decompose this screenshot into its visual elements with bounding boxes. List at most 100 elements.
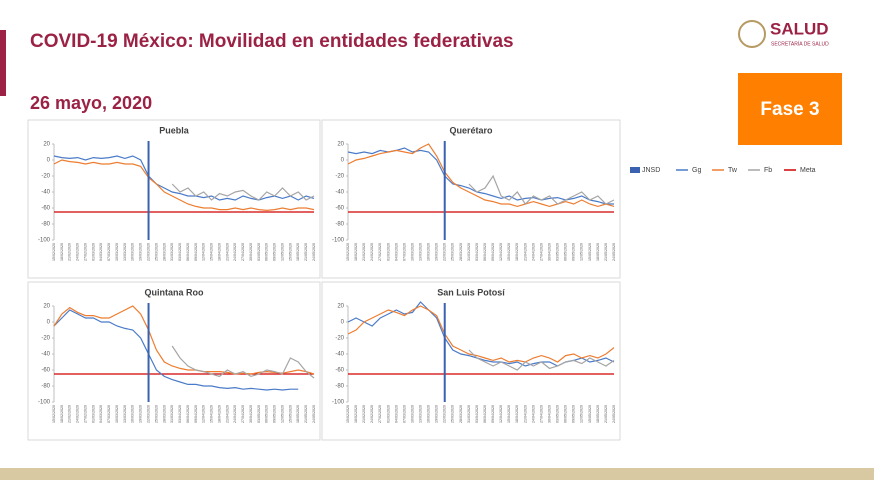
x-tick-label: 07/03/2020	[107, 243, 111, 261]
x-tick-label: 04/03/2020	[394, 243, 398, 261]
x-tick-label: 22/03/2020	[443, 405, 447, 423]
y-tick-label: 20	[43, 304, 50, 310]
x-tick-label: 06/04/2020	[483, 243, 487, 261]
x-tick-label: 09/04/2020	[194, 243, 198, 261]
x-tick-label: 18/02/2020	[60, 243, 64, 261]
x-tick-label: 27/04/2020	[241, 405, 245, 423]
x-tick-label: 03/04/2020	[475, 405, 479, 423]
y-tick-label: 20	[337, 304, 344, 310]
y-tick-label: -40	[41, 352, 50, 358]
x-tick-label: 21/05/2020	[604, 243, 608, 261]
chart-title: San Luis Potosí	[437, 287, 505, 297]
x-tick-label: 27/04/2020	[241, 243, 245, 261]
x-tick-label: 03/04/2020	[475, 243, 479, 261]
x-tick-label: 19/03/2020	[435, 243, 439, 261]
x-tick-label: 16/03/2020	[131, 243, 135, 261]
y-tick-label: -60	[41, 206, 50, 212]
series-line	[171, 345, 315, 379]
x-tick-label: 13/03/2020	[123, 243, 127, 261]
y-tick-label: -40	[335, 352, 344, 358]
x-tick-label: 21/05/2020	[304, 243, 308, 261]
x-tick-label: 04/03/2020	[99, 405, 103, 423]
x-tick-label: 03/04/2020	[178, 405, 182, 423]
x-tick-label: 15/05/2020	[588, 405, 592, 423]
x-tick-label: 12/05/2020	[580, 243, 584, 261]
y-tick-label: -20	[335, 174, 344, 180]
y-tick-label: -100	[38, 238, 51, 244]
x-tick-label: 24/05/2020	[612, 243, 616, 261]
x-tick-label: 04/03/2020	[99, 243, 103, 261]
x-tick-label: 12/04/2020	[202, 405, 206, 423]
x-tick-label: 09/05/2020	[572, 243, 576, 261]
x-tick-label: 04/03/2020	[394, 405, 398, 423]
y-tick-label: -20	[41, 174, 50, 180]
x-tick-label: 03/05/2020	[257, 243, 261, 261]
y-tick-label: 20	[337, 142, 344, 148]
legend-label: Meta	[800, 167, 816, 174]
x-tick-label: 31/03/2020	[467, 405, 471, 423]
x-tick-label: 15/02/2020	[346, 405, 350, 423]
phase-label: Fase 3	[760, 99, 819, 120]
x-tick-label: 27/02/2020	[378, 405, 382, 423]
x-tick-label: 09/05/2020	[273, 405, 277, 423]
series-line	[347, 143, 615, 208]
x-tick-label: 15/04/2020	[210, 243, 214, 261]
x-tick-label: 18/04/2020	[515, 243, 519, 261]
x-tick-label: 01/03/2020	[386, 243, 390, 261]
y-tick-label: -20	[41, 336, 50, 342]
legend-swatch	[630, 167, 640, 173]
x-tick-label: 01/03/2020	[91, 405, 95, 423]
x-tick-label: 06/04/2020	[186, 243, 190, 261]
x-tick-label: 31/03/2020	[170, 405, 174, 423]
series-line	[53, 159, 315, 212]
x-tick-label: 12/04/2020	[499, 243, 503, 261]
y-tick-label: -60	[41, 368, 50, 374]
y-tick-label: -40	[335, 190, 344, 196]
x-tick-label: 01/03/2020	[386, 405, 390, 423]
x-tick-label: 15/04/2020	[210, 405, 214, 423]
x-tick-label: 15/05/2020	[288, 243, 292, 261]
x-tick-label: 13/03/2020	[418, 243, 422, 261]
x-tick-label: 18/04/2020	[217, 243, 221, 261]
x-tick-label: 27/04/2020	[539, 243, 543, 261]
x-tick-label: 15/02/2020	[346, 243, 350, 261]
x-tick-label: 12/04/2020	[202, 243, 206, 261]
x-tick-label: 18/05/2020	[596, 243, 600, 261]
logo-sub: SECRETARÍA DE SALUD	[771, 40, 829, 47]
x-tick-label: 10/03/2020	[410, 405, 414, 423]
x-tick-label: 21/05/2020	[604, 405, 608, 423]
x-tick-label: 16/03/2020	[427, 243, 431, 261]
x-tick-label: 18/02/2020	[60, 405, 64, 423]
x-tick-label: 24/04/2020	[531, 405, 535, 423]
x-tick-label: 18/05/2020	[296, 243, 300, 261]
x-tick-label: 28/03/2020	[459, 243, 463, 261]
y-tick-label: 0	[341, 158, 345, 164]
y-tick-label: -40	[41, 190, 50, 196]
series-line	[171, 183, 315, 201]
x-tick-label: 24/04/2020	[233, 405, 237, 423]
x-tick-label: 03/05/2020	[556, 243, 560, 261]
x-tick-label: 01/03/2020	[91, 243, 95, 261]
x-tick-label: 15/04/2020	[507, 243, 511, 261]
y-tick-label: -100	[332, 238, 345, 244]
x-tick-label: 13/03/2020	[123, 405, 127, 423]
legend-label: JNSD	[642, 167, 660, 174]
x-tick-label: 24/05/2020	[312, 243, 316, 261]
chart-title: Puebla	[159, 125, 190, 135]
x-tick-label: 19/03/2020	[435, 405, 439, 423]
accent-bar	[0, 30, 6, 96]
x-tick-label: 24/02/2020	[370, 405, 374, 423]
x-tick-label: 27/02/2020	[83, 405, 87, 423]
x-tick-label: 24/05/2020	[612, 405, 616, 423]
x-tick-label: 12/05/2020	[580, 405, 584, 423]
x-tick-label: 12/05/2020	[280, 243, 284, 261]
x-tick-label: 24/02/2020	[76, 243, 80, 261]
chart-panel	[27, 281, 321, 441]
y-tick-label: 0	[341, 320, 345, 326]
x-tick-label: 22/03/2020	[443, 243, 447, 261]
x-tick-label: 24/04/2020	[531, 243, 535, 261]
slide-title: COVID-19 México: Movilidad en entidades …	[30, 31, 514, 52]
x-tick-label: 22/03/2020	[146, 243, 150, 261]
x-tick-label: 18/05/2020	[296, 405, 300, 423]
x-tick-label: 13/03/2020	[418, 405, 422, 423]
